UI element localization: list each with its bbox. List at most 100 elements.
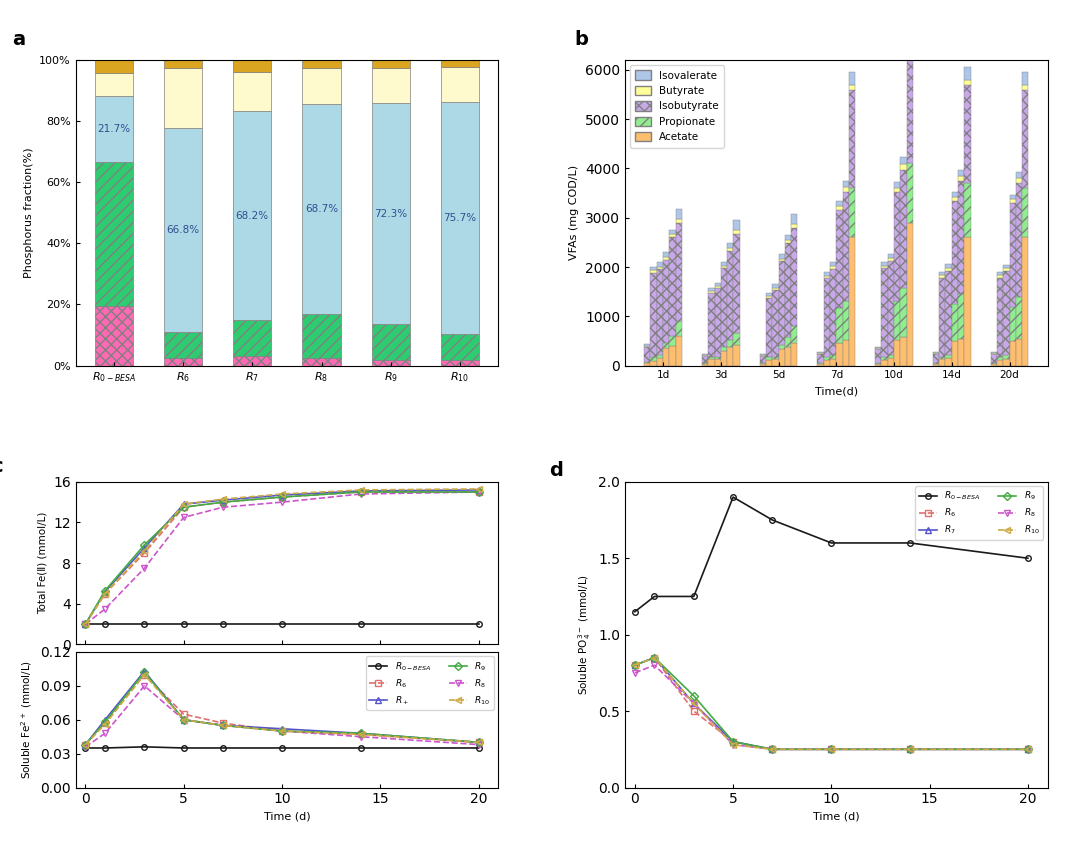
Bar xyxy=(818,364,824,366)
Bar xyxy=(733,345,740,366)
X-axis label: Time(d): Time(d) xyxy=(814,386,858,396)
Bar xyxy=(670,235,676,237)
Bar xyxy=(708,288,715,291)
Bar xyxy=(906,163,913,223)
Bar xyxy=(708,293,715,357)
Bar xyxy=(875,364,881,366)
Bar xyxy=(302,104,340,313)
Bar xyxy=(670,336,676,346)
Bar xyxy=(779,259,785,261)
Bar xyxy=(901,163,906,169)
Bar xyxy=(940,271,945,275)
Bar xyxy=(1022,237,1028,366)
Bar xyxy=(779,349,785,366)
Bar xyxy=(906,49,913,55)
Bar xyxy=(894,300,901,340)
Bar xyxy=(733,333,740,345)
Bar xyxy=(881,265,888,268)
Bar xyxy=(875,348,881,364)
Bar xyxy=(372,104,409,324)
Bar xyxy=(842,181,849,187)
Bar xyxy=(831,269,836,355)
Bar xyxy=(824,357,831,360)
Bar xyxy=(720,268,727,347)
Bar xyxy=(670,229,676,235)
Bar xyxy=(1016,172,1022,178)
Bar xyxy=(1010,204,1016,307)
Bar xyxy=(441,60,480,67)
Bar xyxy=(1010,342,1016,366)
Bar xyxy=(372,360,409,366)
Bar xyxy=(657,262,663,266)
Bar xyxy=(997,360,1003,366)
Bar xyxy=(759,364,766,366)
Bar xyxy=(676,321,681,336)
Bar xyxy=(708,357,715,360)
Bar xyxy=(1016,296,1022,338)
Bar xyxy=(940,277,945,356)
Text: 68.2%: 68.2% xyxy=(235,211,269,221)
Bar xyxy=(233,356,271,366)
Bar xyxy=(818,352,824,353)
Bar xyxy=(766,358,772,360)
Bar xyxy=(842,340,849,366)
Bar xyxy=(888,354,894,359)
Bar xyxy=(372,60,409,68)
Bar xyxy=(990,354,997,364)
Bar xyxy=(836,201,842,206)
Bar xyxy=(164,68,202,128)
Bar xyxy=(663,253,670,257)
Bar xyxy=(779,261,785,345)
Bar xyxy=(940,356,945,360)
Bar xyxy=(849,237,855,366)
Bar xyxy=(964,183,971,237)
Bar xyxy=(95,96,133,163)
Bar xyxy=(715,357,720,360)
Y-axis label: VFAs (mg COD/L): VFAs (mg COD/L) xyxy=(569,165,580,260)
Bar xyxy=(676,209,681,218)
Bar xyxy=(951,192,958,197)
Text: 66.8%: 66.8% xyxy=(166,225,200,235)
Bar xyxy=(818,354,824,364)
Bar xyxy=(906,223,913,366)
Bar xyxy=(164,332,202,358)
Bar xyxy=(720,351,727,366)
Bar xyxy=(372,68,409,104)
Bar xyxy=(657,269,663,355)
Bar xyxy=(702,363,708,364)
Bar xyxy=(831,355,836,359)
Bar xyxy=(727,243,733,248)
Bar xyxy=(990,352,997,353)
Bar xyxy=(945,359,951,366)
Bar xyxy=(849,72,855,85)
Bar xyxy=(233,111,271,320)
Bar xyxy=(715,282,720,286)
Bar xyxy=(720,265,727,268)
Bar xyxy=(1016,183,1022,296)
Bar xyxy=(1016,338,1022,366)
Bar xyxy=(1022,85,1028,90)
Bar xyxy=(849,85,855,90)
Bar xyxy=(1003,271,1010,355)
Bar xyxy=(727,340,733,348)
Bar xyxy=(785,243,792,337)
Bar xyxy=(772,357,779,360)
Bar xyxy=(792,214,797,223)
Bar xyxy=(302,313,340,358)
Text: 21.7%: 21.7% xyxy=(97,124,131,134)
Bar xyxy=(888,261,894,354)
Bar xyxy=(785,235,792,240)
Bar xyxy=(849,188,855,237)
Bar xyxy=(233,320,271,356)
Bar xyxy=(663,343,670,348)
Bar xyxy=(1010,307,1016,342)
Bar xyxy=(836,206,842,210)
Bar xyxy=(964,85,971,183)
Bar xyxy=(901,158,906,163)
Bar xyxy=(958,169,964,175)
Bar xyxy=(831,359,836,366)
Bar xyxy=(733,220,740,230)
Bar xyxy=(650,360,657,366)
Bar xyxy=(785,347,792,366)
Bar xyxy=(824,278,831,357)
